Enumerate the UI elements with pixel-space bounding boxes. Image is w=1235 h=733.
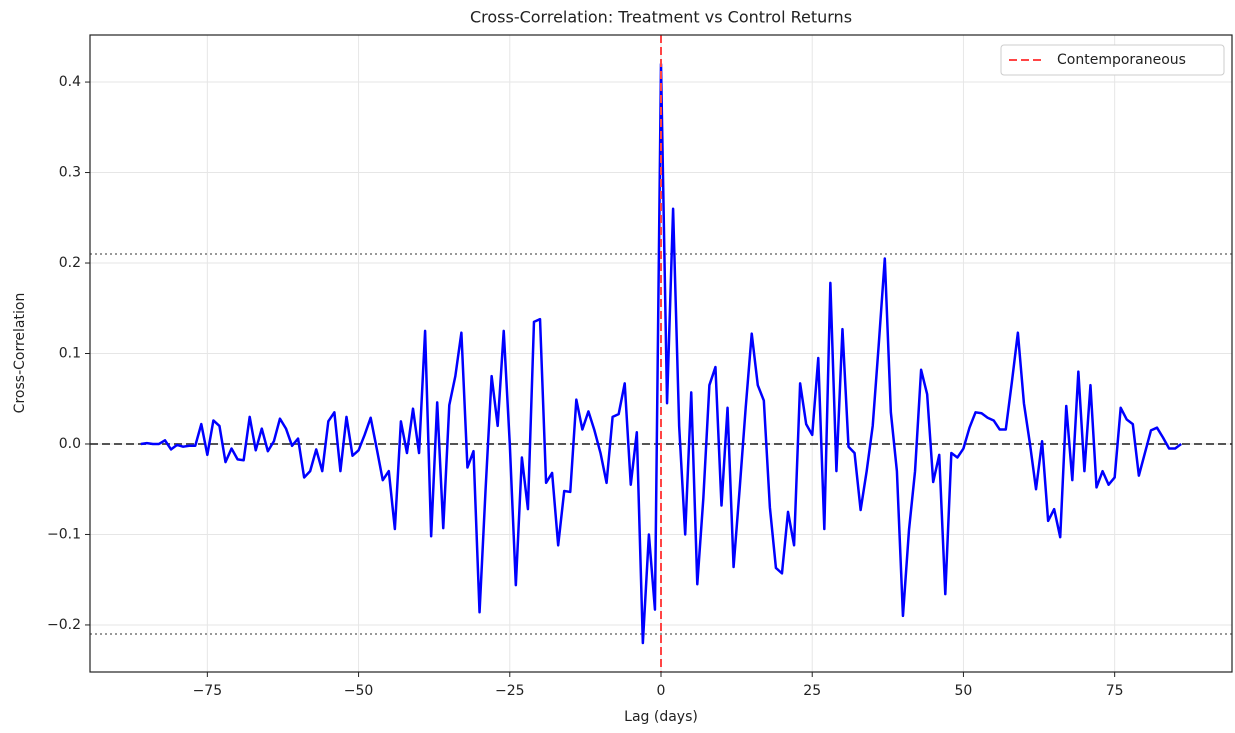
x-tick-label: −75 bbox=[193, 683, 223, 699]
legend-box bbox=[1000, 44, 1225, 76]
y-tick-label: 0.3 bbox=[59, 165, 81, 181]
y-tick-label: 0.2 bbox=[59, 255, 81, 271]
x-tick-label: 75 bbox=[1106, 683, 1124, 699]
x-tick-label: 0 bbox=[657, 683, 666, 699]
y-tick-label: 0.1 bbox=[59, 346, 81, 362]
chart-title: Cross-Correlation: Treatment vs Control … bbox=[470, 8, 852, 27]
x-tick-label: −25 bbox=[495, 683, 525, 699]
legend-label: Contemporaneous bbox=[1057, 52, 1186, 68]
y-tick-label: 0.0 bbox=[59, 436, 81, 452]
x-tick-label: 50 bbox=[955, 683, 973, 699]
y-tick-label: 0.4 bbox=[59, 74, 81, 90]
y-axis-label: Cross-Correlation bbox=[12, 293, 28, 414]
x-axis-label: Lag (days) bbox=[624, 709, 698, 725]
y-tick-label: −0.2 bbox=[47, 617, 81, 633]
x-tick-label: −50 bbox=[344, 683, 374, 699]
y-tick-label: −0.1 bbox=[47, 526, 81, 542]
plot-frame bbox=[89, 34, 1233, 673]
x-tick-label: 25 bbox=[803, 683, 821, 699]
